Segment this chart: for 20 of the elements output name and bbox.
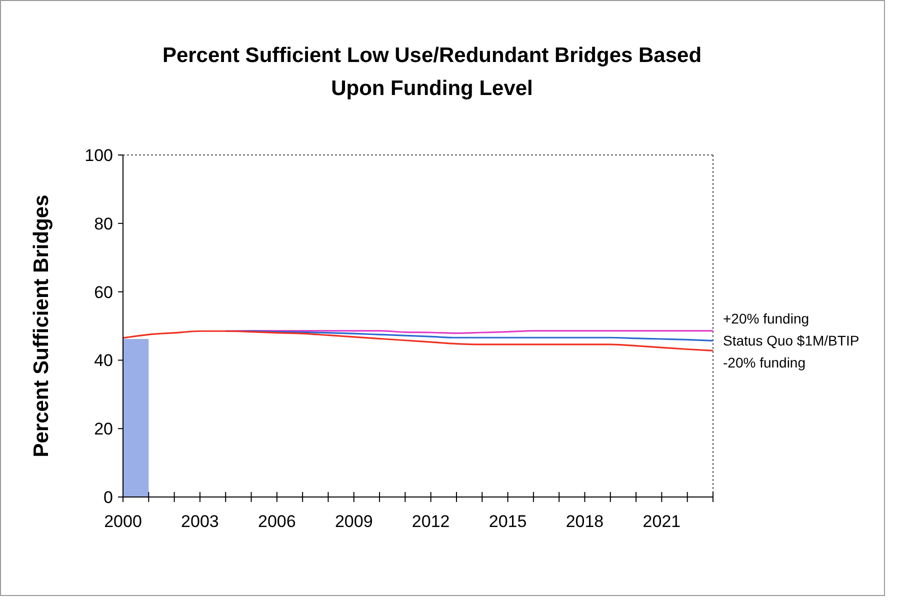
x-tick-label: 2012 <box>412 512 450 531</box>
series-label: +20% funding <box>723 310 810 327</box>
series-label: Status Quo $1M/BTIP <box>723 332 860 349</box>
series-label: -20% funding <box>723 354 806 371</box>
y-tick-label: 20 <box>94 420 113 439</box>
x-tick-label: 2018 <box>566 512 604 531</box>
x-tick-label: 2015 <box>488 512 527 531</box>
y-axis-title: Percent Sufficient Bridges <box>30 194 53 458</box>
line-series <box>122 330 714 352</box>
chart-title: Percent Sufficient Low Use/Redundant Bridges Based Upon Funding Level <box>162 44 702 100</box>
x-tick-label: 2009 <box>334 512 373 531</box>
y-tick-label: 40 <box>94 351 113 370</box>
x-tick-label: 2021 <box>642 512 681 531</box>
y-tick-label: 60 <box>94 282 113 302</box>
y-tick-label: 100 <box>84 146 113 165</box>
y-tick-label: 80 <box>94 214 113 234</box>
x-tick-label: 2003 <box>181 512 219 531</box>
x-tick-label: 2000 <box>104 512 142 531</box>
x-tick-label: 2006 <box>258 512 296 531</box>
y-tick-label: 0 <box>104 488 113 507</box>
